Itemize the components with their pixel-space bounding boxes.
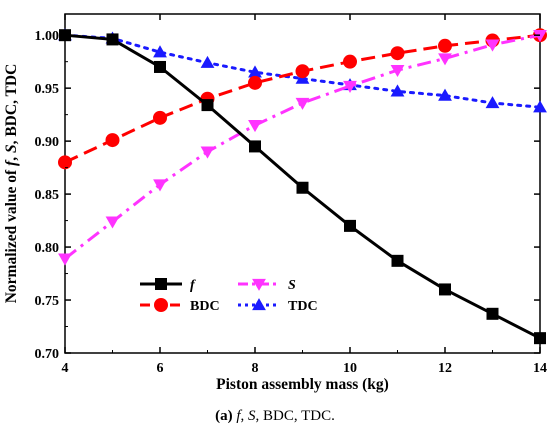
data-point-f [439,283,451,296]
data-point-f [391,254,404,267]
y-tick-label: 1.00 [35,29,60,44]
y-tick-label: 0.95 [35,82,60,97]
legend-marker [154,298,168,312]
data-point-bdc [248,75,262,90]
y-tick-label: 0.70 [35,347,60,362]
x-axis: 4 6 8 10 12 14 [62,14,547,376]
series-tdc [58,28,547,113]
data-point-s [343,80,357,93]
data-point-tdc [200,55,215,68]
data-point-tdc [485,96,500,109]
legend-item-bdc: BDC [140,298,220,314]
data-point-tdc [248,65,262,78]
data-point-f [296,181,309,194]
series-s [58,30,547,266]
y-axis: 0.70 0.75 0.80 0.85 0.90 0.95 1.00 [35,29,540,362]
data-point-bdc [343,54,357,69]
legend-label: S [288,278,296,293]
y-tick-label: 0.90 [35,135,60,150]
data-point-f [201,99,214,112]
data-point-bdc [58,155,72,170]
legend-label: f [190,278,196,293]
data-point-s [438,53,452,66]
data-point-s [390,64,405,78]
x-tick-label: 10 [343,361,357,376]
data-point-bdc [390,46,405,61]
data-point-f [344,219,356,232]
y-axis-title: Normalized value of f, S, BDC, TDC [3,64,20,304]
data-point-f [249,140,261,153]
series-f [59,29,546,345]
x-tick-label: 14 [533,361,547,376]
legend-marker [252,298,266,311]
data-point-s [153,179,167,192]
figure-caption: (a) f, S, BDC, TDC. [0,408,550,425]
data-point-f [106,33,119,46]
data-point-s [485,39,500,52]
data-point-tdc [533,100,547,113]
data-point-f [534,332,546,345]
y-tick-label: 0.80 [35,241,60,256]
data-point-f [154,60,166,73]
x-tick-label: 12 [438,361,452,376]
data-point-bdc [438,38,452,53]
caption-text: f, S, BDC, TDC. [236,408,335,424]
data-point-bdc [153,110,167,125]
data-point-tdc [153,45,167,58]
data-point-bdc [105,133,120,148]
legend-item-s: S [238,278,296,293]
plot-area [58,13,547,354]
legend-marker [252,278,266,291]
y-tick-label: 0.75 [35,294,60,309]
data-point-tdc [438,88,452,101]
data-point-bdc [295,64,310,79]
legend-label: BDC [190,299,220,314]
caption-label: (a) [215,408,233,424]
data-point-s [200,146,215,159]
data-point-tdc [390,84,405,97]
data-point-s [248,120,262,133]
legend-marker [155,278,167,290]
x-tick-label: 6 [157,361,164,376]
data-point-f [486,307,499,320]
legend-item-f: f [140,278,196,293]
series-line-s [64,33,541,260]
data-point-s [105,216,120,229]
data-point-s [58,253,72,266]
legend-label: TDC [288,299,318,314]
x-tick-label: 4 [62,361,69,376]
chart: 4 6 8 10 12 14 0.70 0.75 0.80 0.85 0.90 0.95 1.00 P… [3,13,547,393]
legend-item-tdc: TDC [238,298,318,314]
legend: f S BDC TDC [140,278,318,314]
x-tick-label: 8 [252,361,259,376]
data-point-s [533,30,547,43]
y-tick-label: 0.85 [35,188,60,203]
data-point-s [295,97,310,110]
x-axis-title: Piston assembly mass (kg) [216,376,389,393]
